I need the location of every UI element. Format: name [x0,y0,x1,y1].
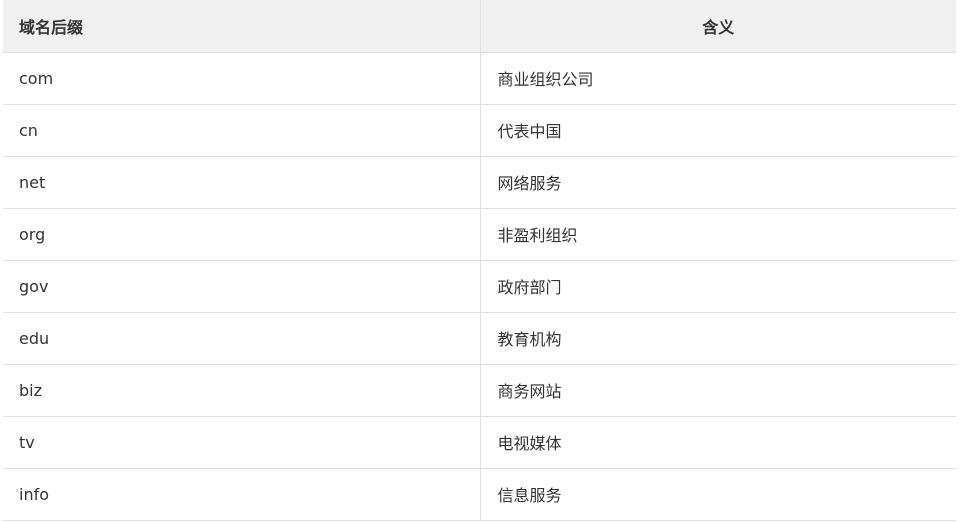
header-domain-suffix: 域名后缀 [3,0,481,53]
cell-domain-suffix: cn [3,104,481,157]
cell-domain-suffix: biz [3,364,481,417]
table-row: biz 商务网站 [3,364,956,417]
cell-meaning: 非盈利组织 [480,208,956,261]
cell-domain-suffix: info [3,468,481,521]
cell-meaning: 商务网站 [480,364,956,417]
table-row: net 网络服务 [3,156,956,209]
cell-domain-suffix: org [3,208,481,261]
cell-domain-suffix: tv [3,416,481,469]
table-row: cn 代表中国 [3,104,956,157]
table-row: org 非盈利组织 [3,208,956,261]
table-row: tv 电视媒体 [3,416,956,469]
table-row: gov 政府部门 [3,260,956,313]
header-meaning: 含义 [480,0,956,53]
cell-meaning: 网络服务 [480,156,956,209]
cell-meaning: 信息服务 [480,468,956,521]
cell-meaning: 商业组织公司 [480,52,956,105]
cell-domain-suffix: edu [3,312,481,365]
table-row: info 信息服务 [3,468,956,521]
table-row: com 商业组织公司 [3,52,956,105]
cell-domain-suffix: net [3,156,481,209]
cell-meaning: 电视媒体 [480,416,956,469]
cell-meaning: 代表中国 [480,104,956,157]
table-header-row: 域名后缀 含义 [3,0,956,53]
table-row: edu 教育机构 [3,312,956,365]
cell-meaning: 教育机构 [480,312,956,365]
domain-suffix-table: 域名后缀 含义 com 商业组织公司 cn 代表中国 net 网络服务 org 非盈利组织 go… [3,0,956,521]
cell-domain-suffix: com [3,52,481,105]
cell-domain-suffix: gov [3,260,481,313]
cell-meaning: 政府部门 [480,260,956,313]
